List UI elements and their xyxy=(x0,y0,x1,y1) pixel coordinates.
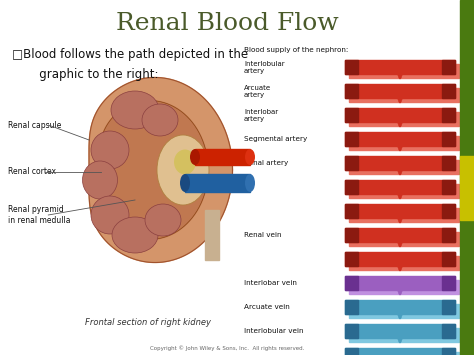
Bar xyxy=(442,60,455,74)
Bar xyxy=(349,88,459,102)
Bar xyxy=(345,324,358,338)
Bar xyxy=(349,328,459,342)
Ellipse shape xyxy=(111,91,159,129)
Ellipse shape xyxy=(245,174,255,192)
Bar xyxy=(442,84,455,98)
Bar xyxy=(345,60,358,74)
Bar xyxy=(345,300,358,314)
Bar xyxy=(195,149,250,165)
Text: Renal pyramid
in renal medulla: Renal pyramid in renal medulla xyxy=(8,205,71,225)
Ellipse shape xyxy=(180,174,190,192)
Bar xyxy=(442,180,455,194)
Bar xyxy=(349,160,459,174)
Text: Renal artery: Renal artery xyxy=(244,160,288,166)
Ellipse shape xyxy=(112,217,158,253)
Text: Renal cortex: Renal cortex xyxy=(8,168,56,176)
Ellipse shape xyxy=(245,149,255,165)
Bar xyxy=(345,252,455,266)
Bar xyxy=(345,204,358,218)
Text: Interlobar vein: Interlobar vein xyxy=(244,280,297,286)
Bar xyxy=(345,84,358,98)
Bar xyxy=(442,204,455,218)
Bar xyxy=(345,228,358,242)
Bar xyxy=(345,300,455,314)
Bar xyxy=(349,136,459,150)
Bar xyxy=(345,276,358,290)
Bar xyxy=(349,280,459,294)
Bar xyxy=(345,228,455,242)
Bar xyxy=(345,60,455,74)
Bar xyxy=(349,232,459,246)
Bar xyxy=(345,252,358,266)
Bar xyxy=(442,276,455,290)
Ellipse shape xyxy=(142,104,178,136)
Bar xyxy=(442,300,455,314)
Text: Renal Blood Flow: Renal Blood Flow xyxy=(116,12,338,35)
Bar xyxy=(345,348,455,355)
Text: Interlobar
artery: Interlobar artery xyxy=(244,109,278,121)
Bar xyxy=(349,352,459,355)
Bar xyxy=(349,304,459,318)
Polygon shape xyxy=(98,100,208,239)
Text: □Blood follows the path depicted in the: □Blood follows the path depicted in the xyxy=(12,48,248,61)
Polygon shape xyxy=(89,77,233,262)
Bar xyxy=(442,252,455,266)
Bar xyxy=(345,132,358,146)
Bar xyxy=(345,108,358,122)
Bar xyxy=(345,348,358,355)
Bar xyxy=(345,276,455,290)
Bar xyxy=(345,180,358,194)
Bar xyxy=(345,84,455,98)
Text: Renal capsule: Renal capsule xyxy=(8,120,61,130)
Text: Segmental artery: Segmental artery xyxy=(244,136,307,142)
Bar xyxy=(442,348,455,355)
Bar xyxy=(345,204,455,218)
Bar xyxy=(345,132,455,146)
Bar xyxy=(460,156,474,220)
Text: Arcuate vein: Arcuate vein xyxy=(244,304,290,310)
Ellipse shape xyxy=(157,135,209,205)
Bar xyxy=(349,256,459,270)
Text: Frontal section of right kidney: Frontal section of right kidney xyxy=(85,318,211,327)
Bar xyxy=(442,228,455,242)
Text: Arcuate
artery: Arcuate artery xyxy=(244,84,271,98)
Bar xyxy=(442,108,455,122)
Bar xyxy=(185,174,250,192)
Text: Copyright © John Wiley & Sons, Inc.  All rights reserved.: Copyright © John Wiley & Sons, Inc. All … xyxy=(150,345,304,351)
Ellipse shape xyxy=(91,131,129,169)
Bar xyxy=(205,210,219,260)
Ellipse shape xyxy=(145,204,181,236)
Ellipse shape xyxy=(91,196,129,234)
Bar xyxy=(345,180,455,194)
Text: Interlobular
artery: Interlobular artery xyxy=(244,60,284,73)
Text: Interlobular vein: Interlobular vein xyxy=(244,328,303,334)
Bar xyxy=(442,132,455,146)
Ellipse shape xyxy=(174,149,196,175)
Bar xyxy=(349,184,459,198)
Bar xyxy=(442,324,455,338)
Bar xyxy=(349,64,459,78)
Bar xyxy=(442,156,455,170)
Text: Renal vein: Renal vein xyxy=(244,232,282,238)
Bar xyxy=(345,108,455,122)
Text: Blood supply of the nephron:: Blood supply of the nephron: xyxy=(244,47,348,53)
Text: graphic to the right:: graphic to the right: xyxy=(28,68,158,81)
Bar xyxy=(345,324,455,338)
Ellipse shape xyxy=(190,149,200,165)
Bar xyxy=(345,156,358,170)
Bar xyxy=(460,0,474,355)
Bar xyxy=(349,112,459,126)
Bar xyxy=(345,156,455,170)
Bar xyxy=(349,208,459,222)
Ellipse shape xyxy=(82,161,118,199)
